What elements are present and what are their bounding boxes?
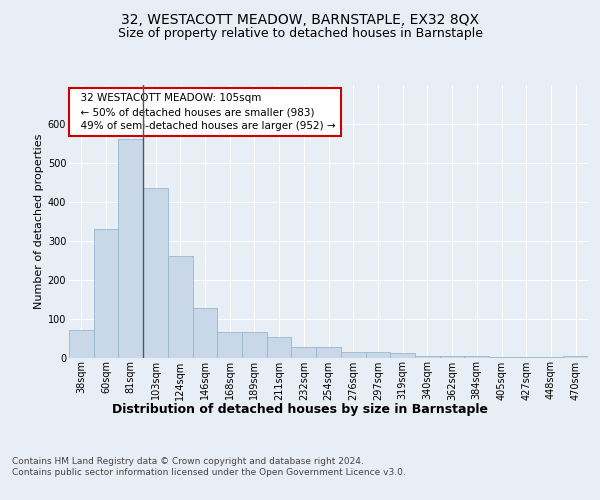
Bar <box>440 356 464 358</box>
Bar <box>168 256 193 358</box>
Bar <box>94 229 118 358</box>
Bar <box>539 356 563 358</box>
Bar <box>464 356 489 358</box>
Bar <box>267 338 292 357</box>
Y-axis label: Number of detached properties: Number of detached properties <box>34 134 44 309</box>
Bar <box>118 140 143 358</box>
Bar <box>365 352 390 358</box>
Bar <box>143 188 168 358</box>
Bar <box>563 356 588 358</box>
Bar <box>514 356 539 358</box>
Bar <box>292 346 316 358</box>
Bar <box>242 332 267 357</box>
Bar <box>217 332 242 357</box>
Bar <box>415 356 440 358</box>
Bar <box>341 352 365 358</box>
Bar <box>489 356 514 358</box>
Text: 32 WESTACOTT MEADOW: 105sqm
  ← 50% of detached houses are smaller (983)
  49% o: 32 WESTACOTT MEADOW: 105sqm ← 50% of det… <box>74 93 336 131</box>
Bar <box>193 308 217 358</box>
Bar <box>316 346 341 358</box>
Text: Size of property relative to detached houses in Barnstaple: Size of property relative to detached ho… <box>118 28 482 40</box>
Text: Distribution of detached houses by size in Barnstaple: Distribution of detached houses by size … <box>112 402 488 415</box>
Text: 32, WESTACOTT MEADOW, BARNSTAPLE, EX32 8QX: 32, WESTACOTT MEADOW, BARNSTAPLE, EX32 8… <box>121 12 479 26</box>
Bar <box>69 330 94 357</box>
Bar <box>390 353 415 358</box>
Text: Contains HM Land Registry data © Crown copyright and database right 2024.
Contai: Contains HM Land Registry data © Crown c… <box>12 458 406 477</box>
